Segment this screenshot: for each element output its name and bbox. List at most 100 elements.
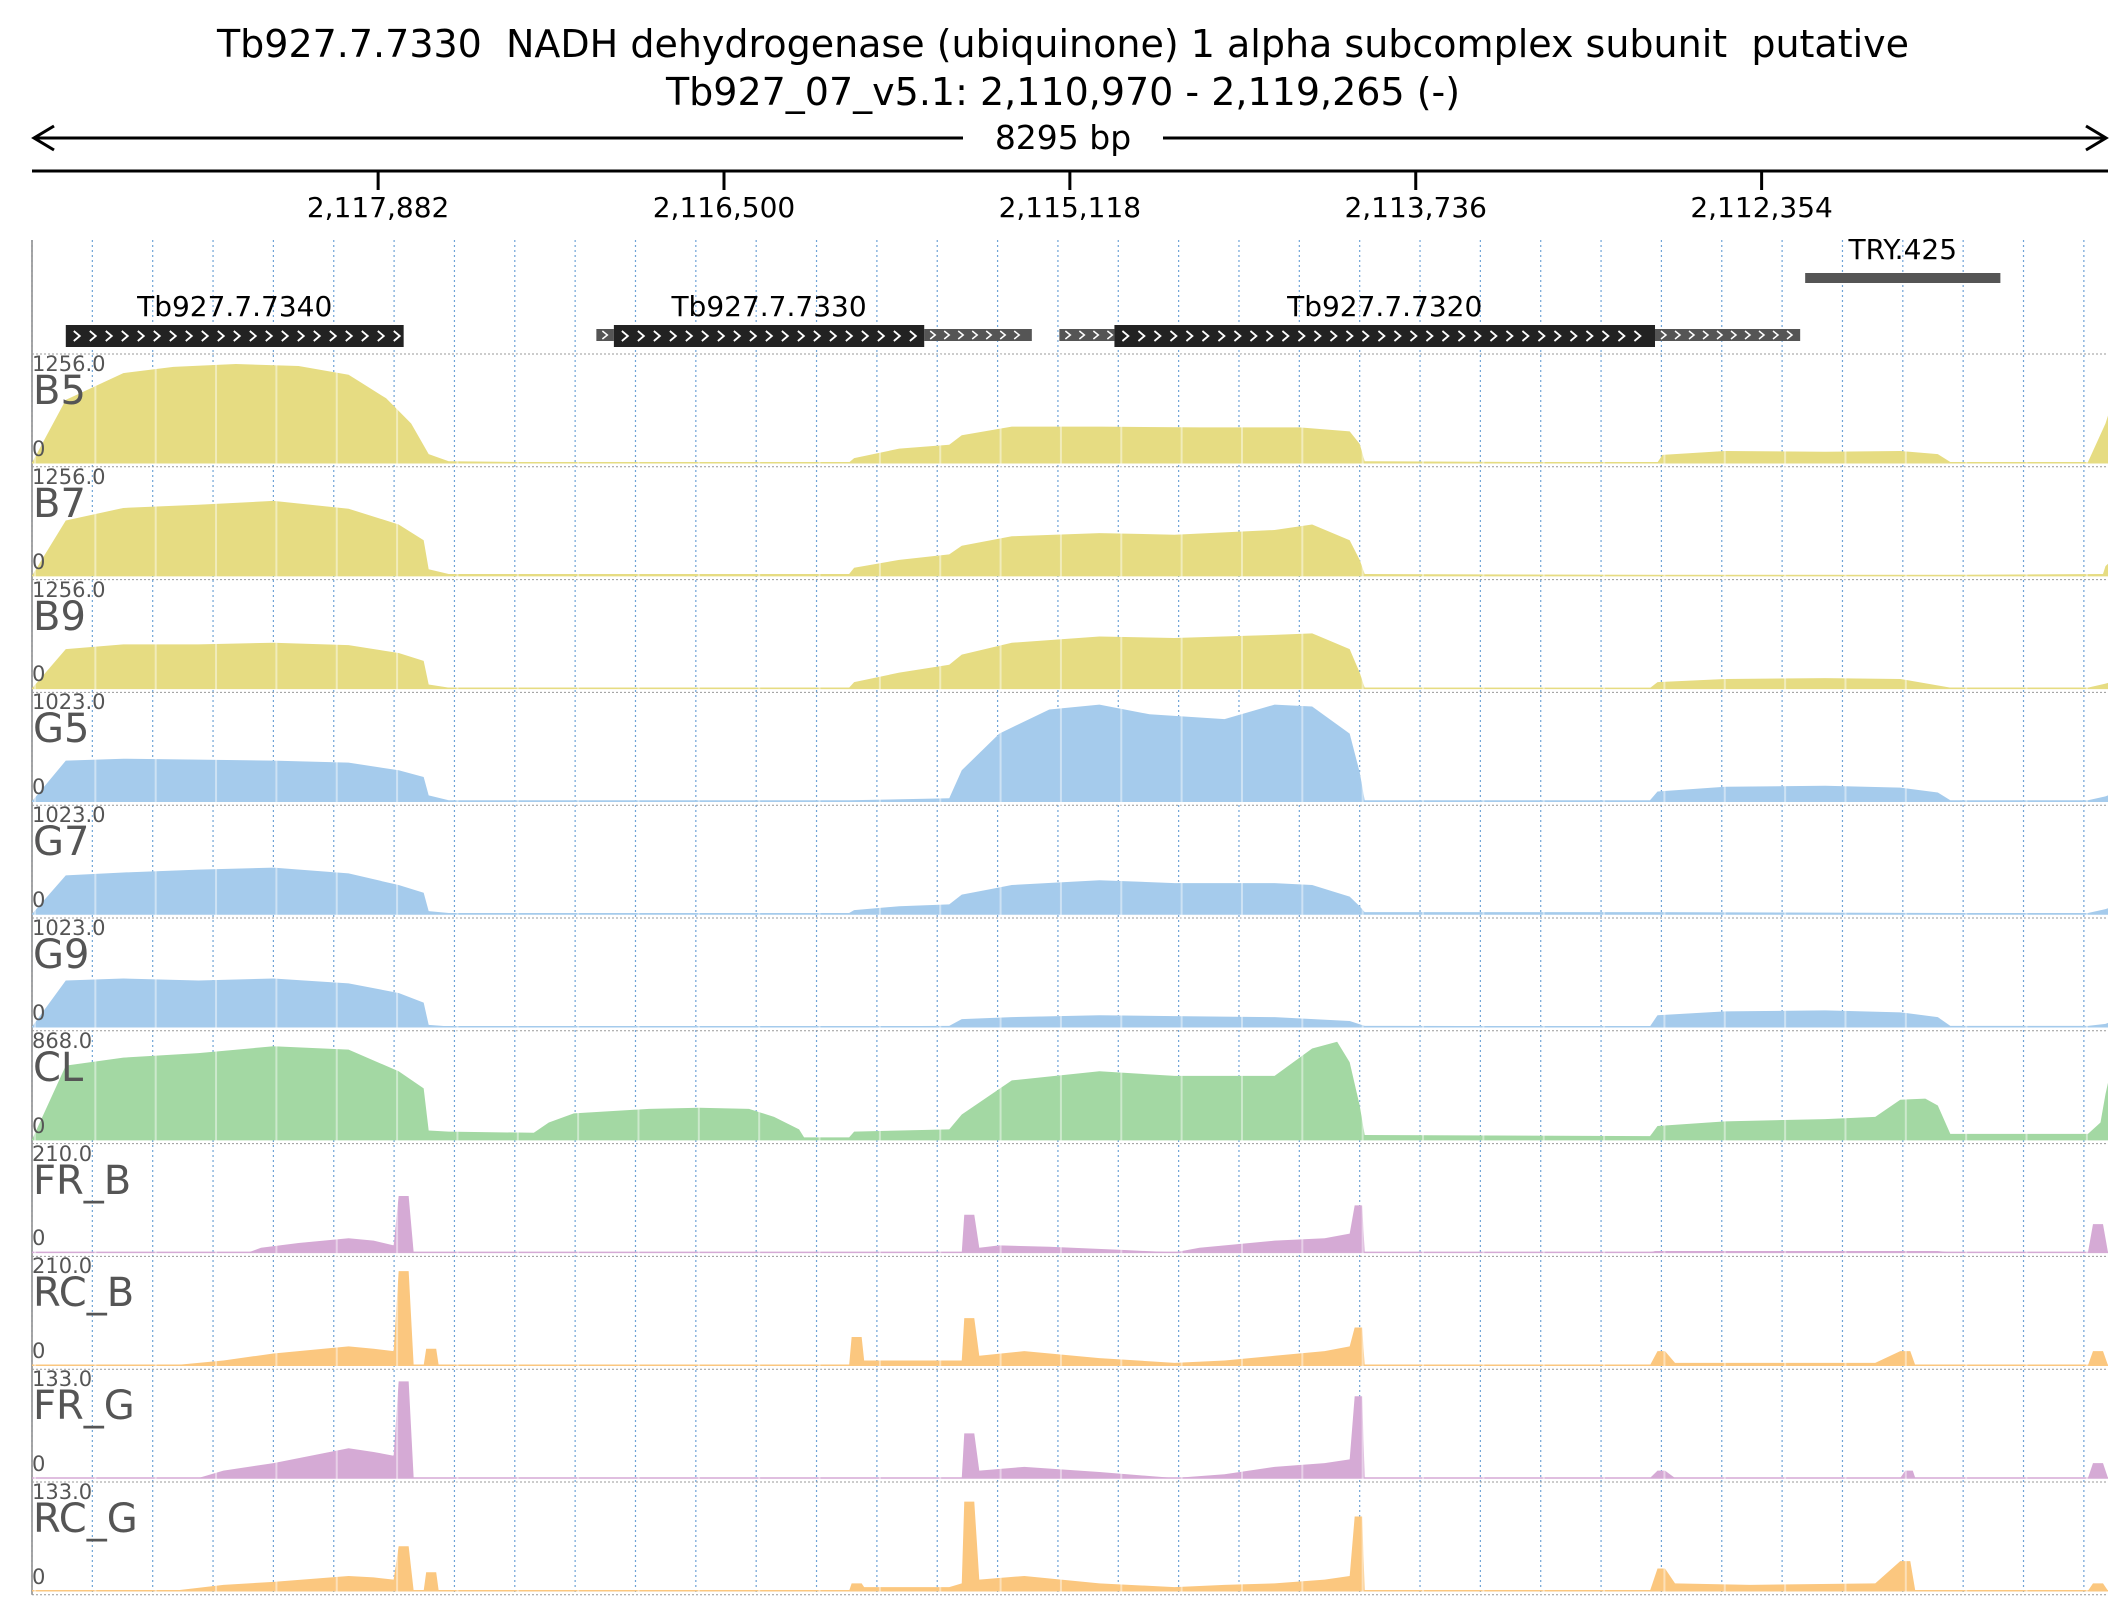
feature-label: Tb927.7.7330 [671, 290, 867, 323]
track-max-label: 133.0 [32, 1480, 93, 1504]
strand-chevron [1137, 330, 1146, 342]
span-arrow-left-head [31, 124, 55, 152]
strand-chevron [1233, 330, 1242, 342]
track-name-label: FR_B [33, 1157, 132, 1204]
track-min-label: 0 [32, 1339, 46, 1364]
strand-chevron [1393, 330, 1402, 342]
strand-chevron [685, 330, 694, 342]
strand-chevron [1569, 330, 1578, 342]
feature-cds [65, 325, 404, 347]
strand-chevron [1537, 330, 1546, 342]
coverage-area [32, 978, 2108, 1027]
strand-chevron [749, 330, 758, 342]
strand-chevron [1201, 330, 1210, 342]
track-max-label: 210.0 [32, 1141, 93, 1166]
strand-chevron [999, 330, 1007, 340]
strand-chevron [105, 330, 114, 342]
strand-chevron [137, 330, 146, 342]
strand-chevron [985, 330, 993, 340]
strand-chevron [121, 330, 130, 342]
strand-chevron [909, 330, 918, 342]
coverage-area [32, 1041, 2108, 1140]
track-name-label: G7 [33, 819, 90, 866]
feature-utr [1059, 329, 1115, 341]
strand-chevron [1361, 330, 1370, 342]
strand-chevron [621, 330, 630, 342]
track-name-label: RC_G [33, 1496, 138, 1542]
strand-chevron [169, 330, 178, 342]
strand-chevron [653, 330, 662, 342]
chart-subtitle: Tb927_07_v5.1: 2,110,970 - 2,119,265 (-) [665, 70, 1461, 114]
coverage-area [32, 1195, 2108, 1253]
strand-chevron [733, 330, 742, 342]
track-min-label: 0 [32, 1452, 46, 1476]
track-max-label: 1023.0 [32, 803, 106, 828]
x-tick-label: 2,116,500 [652, 191, 796, 224]
strand-chevron [1217, 330, 1226, 342]
track-min-label: 0 [32, 1113, 46, 1138]
track-max-label: 1023.0 [32, 916, 106, 940]
strand-chevron [1660, 330, 1668, 340]
strand-chevron [1457, 330, 1466, 342]
track-min-label: 0 [32, 775, 46, 800]
strand-chevron [1786, 330, 1794, 340]
strand-chevron [1064, 330, 1072, 340]
strand-chevron [637, 330, 646, 342]
coverage-area [32, 500, 2108, 576]
strand-chevron [701, 330, 710, 342]
strand-chevron [1329, 330, 1338, 342]
track-name-label: G5 [33, 706, 90, 753]
strand-chevron [957, 330, 965, 340]
coverage-area [32, 1271, 2108, 1366]
track-min-label: 0 [32, 549, 46, 574]
strand-chevron [1489, 330, 1498, 342]
strand-chevron [1106, 330, 1114, 340]
strand-chevron [1744, 330, 1752, 340]
strand-chevron [813, 330, 822, 342]
strand-chevron [1297, 330, 1306, 342]
strand-chevron [669, 330, 678, 342]
x-tick-label: 2,115,118 [998, 191, 1142, 224]
strand-chevron [1730, 330, 1738, 340]
strand-chevron [797, 330, 806, 342]
strand-chevron [943, 330, 951, 340]
strand-chevron [1092, 330, 1100, 340]
strand-chevron [861, 330, 870, 342]
strand-chevron [1585, 330, 1594, 342]
strand-chevron [1249, 330, 1258, 342]
strand-chevron [1013, 330, 1021, 340]
strand-chevron [829, 330, 838, 342]
chart-title: Tb927.7.7330 NADH dehydrogenase (ubiquin… [216, 22, 1910, 66]
coverage-area [32, 704, 2108, 802]
strand-chevron [601, 330, 609, 340]
strand-chevron [1617, 330, 1626, 342]
track-min-label: 0 [32, 1000, 46, 1025]
track-max-label: 133.0 [32, 1367, 93, 1392]
x-tick-label: 2,112,354 [1690, 191, 1833, 224]
strand-chevron [1674, 330, 1682, 340]
strand-chevron [1772, 330, 1780, 340]
track-name-label: B7 [33, 480, 86, 527]
strand-chevron [185, 330, 194, 342]
strand-chevron [1377, 330, 1386, 342]
strand-chevron [377, 330, 386, 342]
track-name-label: G9 [33, 932, 90, 978]
track-min-label: 0 [32, 1226, 46, 1251]
strand-chevron [1688, 330, 1696, 340]
strand-chevron [361, 330, 370, 342]
track-max-label: 1023.0 [32, 690, 106, 715]
strand-chevron [249, 330, 258, 342]
strand-chevron [265, 330, 274, 342]
coverage-area [32, 364, 2108, 463]
strand-chevron [1473, 330, 1482, 342]
strand-chevron [217, 330, 226, 342]
span-label: 8295 bp [963, 118, 1163, 157]
strand-chevron [1716, 330, 1724, 340]
strand-chevron [1345, 330, 1354, 342]
span-arrow-right-head [2085, 124, 2109, 152]
track-min-label: 0 [32, 662, 46, 687]
track-min-label: 0 [32, 888, 46, 912]
strand-chevron [1313, 330, 1322, 342]
strand-chevron [1281, 330, 1290, 342]
